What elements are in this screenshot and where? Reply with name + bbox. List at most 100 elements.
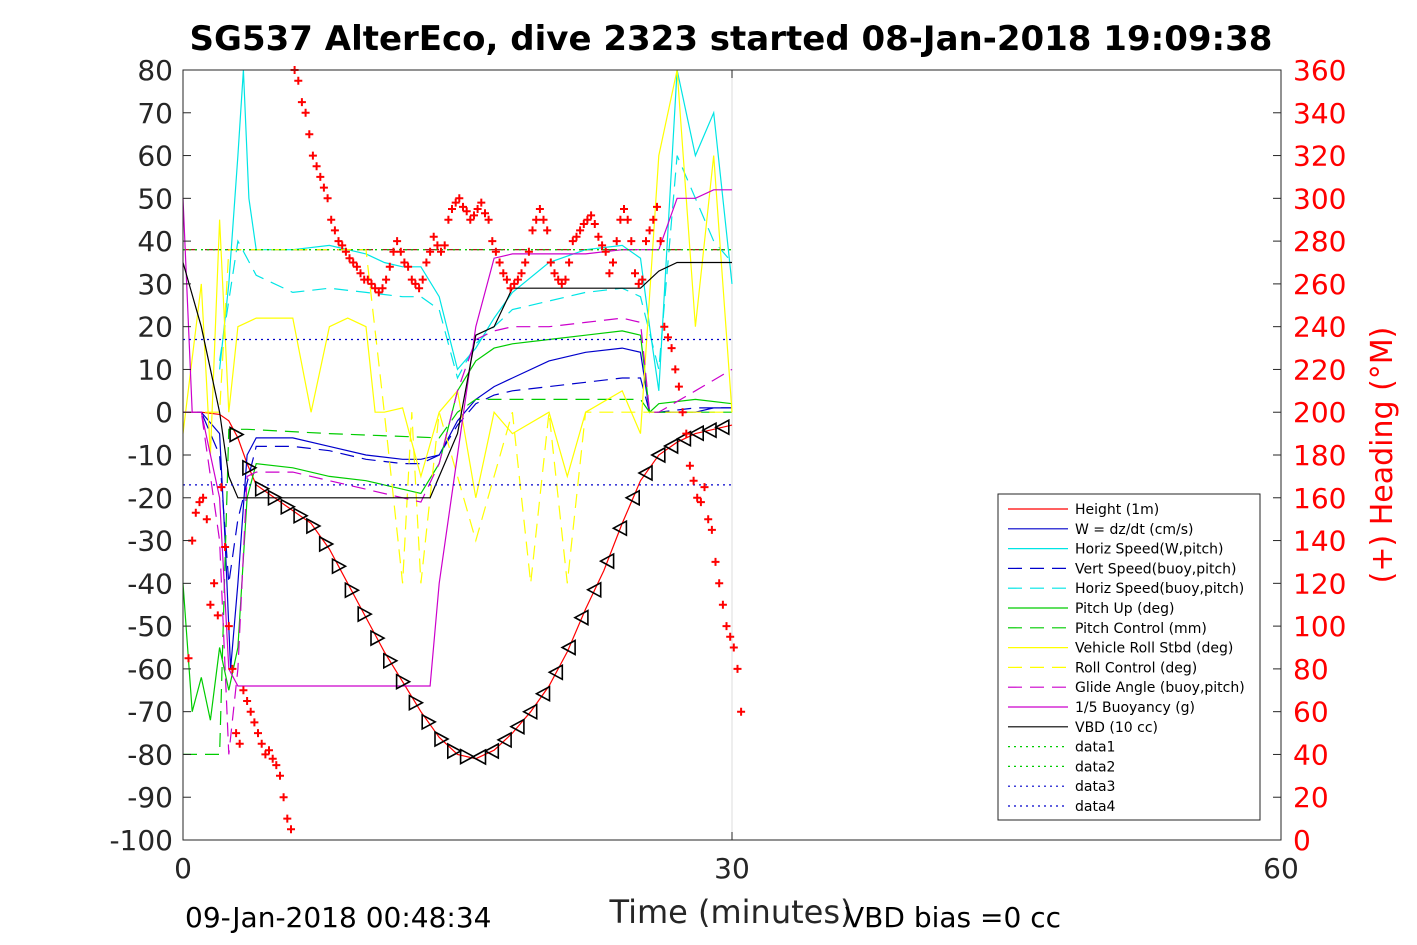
legend-items: Height (1m) W = dz/dt (cm/s) Horiz Speed(W… [1008,502,1245,815]
footer-timestamp: 09-Jan-2018 00:48:34 [185,901,491,934]
heading-point [726,632,735,641]
heading-point [312,162,321,171]
heading-point [660,322,669,331]
heading-point [338,241,347,250]
heading-point [451,198,460,207]
y-right-tick-label: 80 [1293,653,1329,686]
y-axis-right-label: (+) Heading (°M) [1365,327,1400,584]
depth-marker [306,517,322,535]
heading-point [389,247,398,256]
depth-marker [229,426,245,443]
depth-marker [242,459,258,477]
heading-point [634,279,643,288]
heading-point [327,215,336,224]
heading-point [543,226,552,235]
heading-point [546,258,555,267]
depth-marker [293,507,309,525]
y-tick-label: -20 [127,482,173,515]
heading-point [319,183,328,192]
heading-point [385,262,394,271]
y-right-tick-label: 60 [1293,696,1329,729]
y-tick-label: 80 [137,54,173,87]
heading-point [696,498,705,507]
heading-point [283,814,292,823]
heading-point [341,247,350,256]
heading-point [528,226,537,235]
heading-point [418,275,427,284]
heading-point [510,279,519,288]
y-tick-label: 20 [137,311,173,344]
y-tick-label: -80 [127,738,173,771]
depth-marker [714,418,730,436]
depth-marker [650,446,666,464]
series-layer [182,69,733,760]
heading-point [612,237,621,246]
y-tick-label: 50 [137,182,173,215]
heading-point [470,211,478,220]
heading-point [444,215,453,224]
depth-marker [586,581,602,599]
y-right-tick-label: 340 [1293,97,1346,130]
heading-point [239,686,248,695]
depth-marker [509,718,525,735]
chart-title: SG537 AlterEco, dive 2323 started 08-Jan… [190,19,1273,59]
series-line-3 [183,377,732,584]
depth-marker [280,498,296,516]
depth-marker [701,421,717,439]
heading-point [631,269,639,278]
y-right-tick-label: 300 [1293,182,1346,215]
depth-marker [459,748,476,765]
legend-label: W = dz/dt (cm/s) [1075,522,1194,538]
y-tick-label: 30 [137,268,173,301]
legend-label: Vert Speed(buoy,pitch) [1075,561,1237,577]
series-line-6 [183,398,732,756]
x-tick-label: 30 [714,852,750,885]
y-tick-label: 40 [137,225,173,258]
heading-point [305,130,314,139]
heading-point [674,382,683,391]
heading-point [499,269,508,278]
legend-label: Height (1m) [1075,502,1159,518]
depth-marker [344,581,361,599]
heading-point [349,258,358,267]
heading-point [645,226,654,235]
x-axis-label: Time (minutes) [609,893,853,931]
heading-point [704,515,713,524]
heading-point [707,525,716,534]
heading-point [371,284,380,293]
y-right-tick-label: 140 [1293,525,1346,558]
heading-point [232,729,241,738]
heading-point [700,483,709,492]
heading-point [722,622,731,631]
heading-point [221,543,230,551]
heading-point [334,237,343,246]
heading-point [297,98,306,107]
depth-marker [267,489,284,507]
depth-marker [446,742,463,760]
heading-point [195,498,204,507]
heading-point [653,202,661,211]
depth-marker [357,605,373,623]
legend-label: data1 [1075,740,1115,756]
heading-point [330,226,339,235]
heading-point [667,344,676,353]
y-right-tick-label: 360 [1293,54,1346,87]
heading-point [415,284,424,293]
depth-marker [470,748,487,766]
depth-marker [624,489,641,507]
heading-point [733,664,742,673]
heading-point [477,198,486,207]
heading-point [561,275,570,284]
heading-point [554,275,563,284]
heading-point [524,247,533,256]
heading-point [535,205,544,213]
depth-marker [598,552,615,570]
legend-label: Pitch Control (mm) [1075,621,1207,637]
legend-label: Vehicle Roll Stbd (deg) [1075,641,1233,657]
heading-point [363,275,372,284]
heading-point [301,108,310,117]
heading-point [210,579,219,588]
heading-point [400,258,409,267]
legend-label: VBD (10 cc) [1075,720,1158,736]
depth-marker [573,609,589,626]
